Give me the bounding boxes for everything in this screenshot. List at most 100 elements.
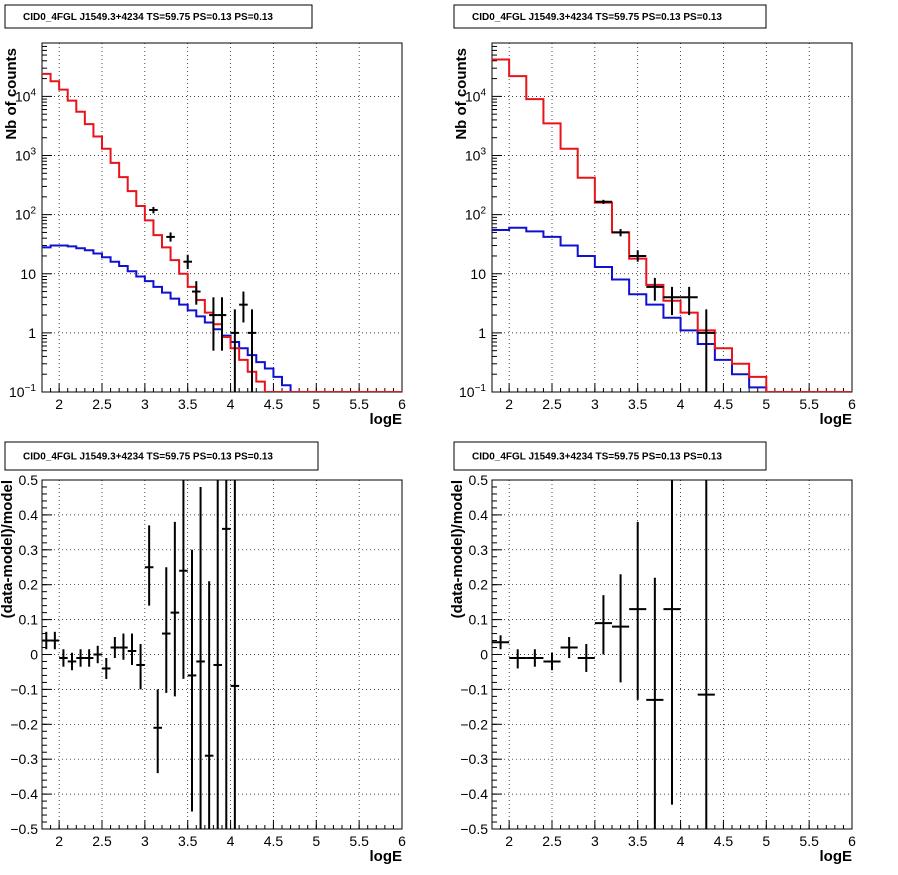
x-axis-label: logE — [370, 848, 403, 865]
data-point — [222, 480, 231, 829]
x-tick-label: 4 — [227, 396, 235, 412]
y-tick-label: 0.3 — [19, 542, 39, 558]
data-point — [162, 567, 171, 693]
y-tick-label: −0.5 — [460, 821, 488, 837]
y-axis-label: Nb of counts — [3, 48, 20, 140]
data-point — [204, 581, 214, 829]
data-point — [646, 577, 664, 829]
x-tick-label: 3 — [591, 396, 599, 412]
x-tick-label: 5 — [312, 396, 320, 412]
x-tick-label: 4.5 — [264, 833, 284, 849]
x-tick-label: 3 — [141, 396, 149, 412]
plot-area — [42, 72, 402, 392]
plot-area — [42, 480, 240, 829]
data-point — [76, 649, 85, 667]
y-tick-label: 0.4 — [469, 507, 489, 523]
chart-title-box: CID0_4FGL J1549.3+4234 TS=59.75 PS=0.13 … — [453, 441, 767, 471]
chart-panel-2: CID0_4FGL J1549.3+4234 TS=59.75 PS=0.13 … — [453, 4, 856, 428]
chart-title-box: CID0_4FGL J1549.3+4234 TS=59.75 PS=0.13 … — [4, 4, 313, 29]
data-point — [42, 631, 51, 650]
data-point — [50, 631, 60, 650]
data-point — [697, 309, 715, 392]
y-tick-label: −0.1 — [10, 681, 38, 697]
data-point — [526, 649, 544, 667]
title-frame — [453, 441, 767, 471]
y-tick-label: −0.4 — [460, 786, 488, 802]
x-tick-label: 5 — [312, 833, 320, 849]
x-tick-label: 2 — [55, 833, 63, 849]
data-point — [196, 486, 205, 829]
data-point — [102, 657, 111, 679]
x-tick-label: 4 — [227, 833, 235, 849]
x-tick-label: 3.5 — [628, 833, 648, 849]
data-point — [594, 595, 612, 655]
data-point — [230, 309, 240, 392]
x-axis-label: logE — [370, 411, 403, 428]
y-tick-label: 103 — [15, 147, 37, 164]
y-tick-label: 103 — [465, 147, 487, 164]
y-tick-label: −0.1 — [460, 681, 488, 697]
x-tick-label: 3.5 — [178, 833, 198, 849]
data-point — [612, 229, 630, 237]
chart-panel-1: CID0_4FGL J1549.3+4234 TS=59.75 PS=0.13 … — [3, 4, 406, 428]
x-tick-label: 3 — [141, 833, 149, 849]
data-point — [166, 232, 175, 242]
data-point — [67, 652, 77, 671]
chart-title-box: CID0_4FGL J1549.3+4234 TS=59.75 PS=0.13 … — [4, 441, 319, 471]
x-tick-label: 6 — [398, 833, 406, 849]
title-frame — [453, 4, 767, 29]
x-tick-label: 2 — [505, 833, 513, 849]
data-point — [247, 309, 257, 392]
y-tick-label: 1 — [28, 325, 36, 341]
y-tick-label: 1 — [478, 325, 486, 341]
series-line-background-model — [492, 226, 852, 392]
title-frame — [4, 441, 319, 471]
y-tick-label: 10−1 — [459, 383, 486, 400]
data-point — [217, 297, 227, 351]
x-axis-label: logE — [820, 411, 853, 428]
y-axis-label: (data-model)/model — [0, 480, 16, 618]
data-point — [612, 574, 630, 683]
data-point — [697, 480, 715, 829]
x-tick-label: 5.5 — [799, 396, 819, 412]
data-point — [110, 637, 120, 658]
title-frame — [4, 4, 313, 29]
data-point — [209, 297, 218, 351]
plot-area — [492, 58, 852, 392]
x-tick-label: 5.5 — [349, 833, 369, 849]
chart-title: CID0_4FGL J1549.3+4234 TS=59.75 PS=0.13 … — [23, 452, 273, 463]
x-tick-label: 2.5 — [542, 396, 562, 412]
x-tick-label: 4.5 — [714, 396, 734, 412]
data-point — [93, 645, 102, 664]
x-tick-label: 2 — [505, 396, 513, 412]
data-point — [213, 480, 222, 829]
data-point — [239, 291, 248, 323]
y-axis-label: (data-model)/model — [449, 480, 466, 618]
data-point — [153, 689, 162, 774]
y-tick-label: 0 — [480, 647, 488, 663]
data-point — [680, 286, 698, 316]
x-tick-label: 6 — [848, 833, 856, 849]
data-point — [59, 649, 68, 667]
y-tick-label: 0.1 — [469, 612, 489, 628]
x-tick-label: 2.5 — [92, 833, 112, 849]
x-tick-label: 5.5 — [349, 396, 369, 412]
y-tick-label: 10 — [20, 266, 36, 282]
x-tick-label: 2.5 — [542, 833, 562, 849]
data-point — [663, 480, 681, 805]
data-point — [594, 199, 612, 204]
x-tick-label: 4.5 — [264, 396, 284, 412]
data-point — [629, 521, 647, 700]
data-point — [492, 635, 510, 650]
y-tick-label: 10−1 — [9, 383, 36, 400]
y-tick-label: 0.2 — [19, 577, 39, 593]
data-point — [187, 549, 197, 812]
data-point — [84, 649, 94, 667]
data-point — [119, 633, 128, 660]
y-tick-label: 102 — [465, 206, 487, 223]
x-tick-label: 4 — [677, 396, 685, 412]
x-tick-label: 6 — [398, 396, 406, 412]
data-point — [170, 521, 180, 697]
y-tick-label: −0.2 — [10, 716, 38, 732]
y-tick-label: 10 — [470, 266, 486, 282]
